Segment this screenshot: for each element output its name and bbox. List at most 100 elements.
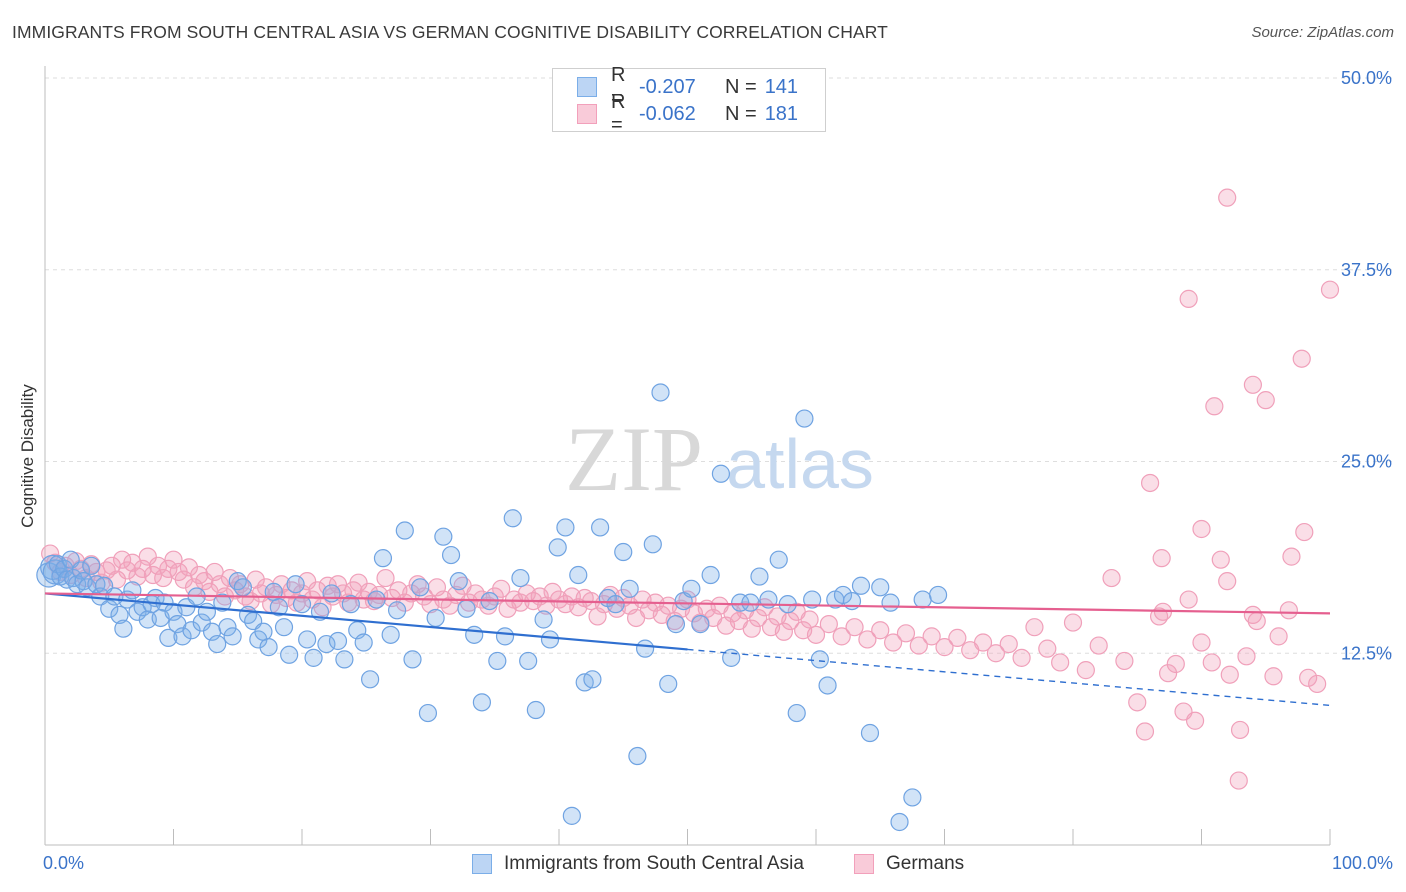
- south-central-asia-point: [159, 628, 178, 648]
- german-point: [806, 625, 826, 644]
- german-point: [1038, 639, 1057, 658]
- german-point: [1218, 572, 1237, 591]
- south-central-asia-point: [457, 599, 476, 618]
- south-central-asia-point: [449, 572, 468, 591]
- german-point: [1089, 636, 1108, 655]
- bottom-legend-label-pink: Germans: [886, 853, 965, 874]
- south-central-asia-point: [213, 593, 232, 612]
- south-central-asia-point: [833, 585, 853, 605]
- south-central-asia-point: [82, 556, 101, 575]
- german-point: [1152, 549, 1171, 568]
- south-central-asia-point: [701, 565, 720, 585]
- legend-r-value: -0.062: [639, 102, 696, 125]
- german-point: [143, 565, 163, 585]
- german-point: [328, 575, 348, 594]
- y-tick-label: 37.5%: [1341, 260, 1392, 280]
- south-central-asia-point: [562, 806, 581, 825]
- south-central-asia-point: [556, 518, 575, 537]
- south-central-asia-point: [860, 723, 880, 743]
- south-central-asia-point: [495, 627, 515, 646]
- south-central-asia-point: [643, 535, 662, 554]
- south-central-asia-point: [426, 608, 445, 628]
- south-central-asia-point: [620, 579, 639, 598]
- blue-trend-line: [44, 592, 688, 651]
- south-central-asia-point: [274, 618, 294, 637]
- german-point: [999, 634, 1018, 654]
- legend-swatch-blue: [577, 77, 597, 97]
- german-point: [1220, 665, 1239, 684]
- german-point: [112, 550, 132, 569]
- bottom-legend-label-blue: Immigrants from South Central Asia: [504, 853, 804, 874]
- y-tick-label: 50.0%: [1341, 68, 1392, 88]
- south-central-asia-points: [36, 383, 948, 832]
- german-point: [1279, 601, 1298, 620]
- south-central-asia-point: [583, 670, 602, 689]
- south-central-asia-point: [871, 578, 890, 597]
- german-point: [883, 633, 903, 652]
- south-central-asia-point: [335, 650, 354, 669]
- german-point: [986, 644, 1006, 663]
- german-point: [1256, 391, 1275, 410]
- south-central-asia-point: [666, 615, 686, 634]
- south-central-asia-point: [465, 625, 484, 644]
- south-central-asia-point: [519, 651, 538, 671]
- south-central-asia-point: [259, 638, 278, 657]
- german-point: [1243, 375, 1263, 394]
- south-central-asia-point: [354, 633, 373, 652]
- german-point: [1229, 771, 1248, 790]
- german-point: [1140, 473, 1160, 493]
- german-point: [159, 559, 178, 578]
- german-point: [800, 610, 819, 629]
- german-point: [376, 568, 395, 588]
- south-central-asia-point: [269, 598, 288, 617]
- axes: [44, 66, 1331, 846]
- south-central-asia-point: [223, 627, 242, 646]
- south-central-asia-point: [192, 613, 211, 632]
- south-central-asia-point: [182, 621, 201, 640]
- german-point: [1158, 664, 1178, 683]
- south-central-asia-point: [280, 645, 299, 664]
- german-point: [1320, 280, 1340, 299]
- german-point: [832, 627, 851, 646]
- german-point: [871, 621, 890, 640]
- south-central-asia-point: [218, 618, 237, 637]
- south-central-asia-point: [322, 584, 341, 603]
- german-point: [1025, 618, 1044, 637]
- south-central-asia-point: [769, 550, 788, 569]
- south-central-asia-point: [434, 527, 453, 546]
- legend-n-label: N =: [725, 102, 757, 125]
- south-central-asia-point: [328, 631, 348, 651]
- german-point: [308, 581, 327, 600]
- south-central-asia-point: [511, 568, 530, 588]
- south-central-asia-point: [304, 648, 323, 667]
- south-central-asia-point: [387, 601, 407, 620]
- legend-box: R = -0.207 N = 141 R = -0.062 N = 181: [552, 64, 826, 136]
- bottom-legend-swatch-blue: [472, 854, 492, 874]
- south-central-asia-point: [628, 746, 647, 766]
- south-central-asia-point: [317, 634, 336, 654]
- south-central-asia-point: [614, 542, 633, 562]
- south-central-asia-point: [741, 593, 760, 612]
- south-central-asia-point: [381, 625, 400, 644]
- german-point: [1247, 611, 1266, 631]
- south-central-asia-point: [591, 518, 610, 537]
- south-central-asia-point: [787, 703, 806, 723]
- legend-n-label: N =: [725, 75, 757, 98]
- south-central-asia-point: [173, 627, 192, 646]
- south-central-asia-point: [890, 812, 909, 832]
- german-point: [1149, 607, 1169, 626]
- german-point: [973, 633, 993, 652]
- legend-n-value: 141: [764, 75, 799, 98]
- german-point: [1192, 519, 1211, 539]
- trend-lines: [44, 592, 1331, 707]
- source-label: Source: ZipAtlas.com: [1251, 24, 1394, 41]
- south-central-asia-point: [534, 610, 553, 629]
- bottom-legend-pink: Germans: [854, 852, 964, 876]
- german-point: [1115, 651, 1134, 671]
- legend-n-value: 181: [764, 102, 799, 125]
- south-central-asia-point: [659, 674, 678, 694]
- german-point: [1135, 722, 1155, 741]
- south-central-asia-point: [197, 602, 217, 621]
- german-point: [1102, 568, 1121, 588]
